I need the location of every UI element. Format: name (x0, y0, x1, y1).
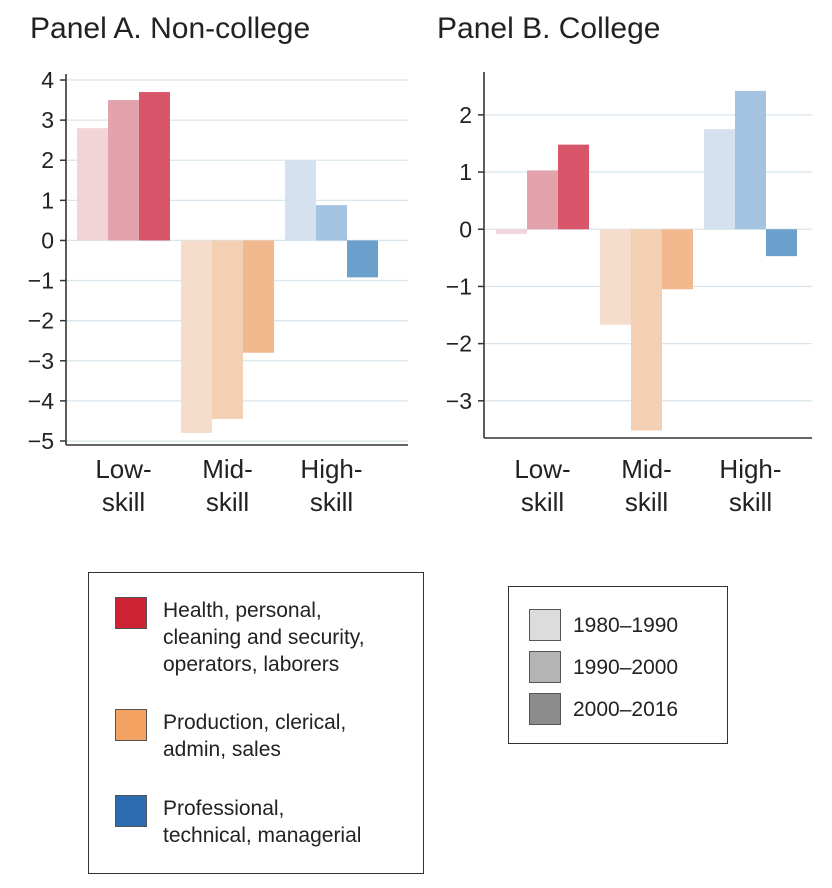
x-category-label: skill (310, 487, 353, 517)
legend-swatch-mid-gray (529, 651, 561, 683)
bar-low-skill-3 (558, 144, 589, 230)
legend-label-mid-skill: Production, clerical, admin, sales (163, 711, 347, 761)
legend-swatch-red (115, 597, 147, 629)
bar-low-skill-1 (77, 128, 108, 241)
legend-label-period-1: 1980–1990 (573, 613, 679, 637)
legend-label-period-3: 2000–2016 (573, 697, 679, 721)
bar-high-skill-1 (285, 160, 316, 241)
legend-entry-period-1: 1980–1990 (529, 609, 678, 641)
bar-high-skill-2 (735, 90, 766, 230)
bar-high-skill-3 (347, 240, 378, 278)
legend-swatch-orange (115, 709, 147, 741)
x-category-label: Low- (95, 454, 151, 484)
y-tick-label: −1 (446, 273, 472, 299)
y-tick-label: −3 (28, 348, 54, 374)
chart-panel-b: Panel B. College210−1−2−3Low-skillMid-sk… (437, 12, 812, 517)
y-tick-label: 1 (459, 159, 472, 185)
legend-swatch-blue (115, 795, 147, 827)
y-tick-label: 1 (41, 187, 54, 213)
y-tick-label: −3 (446, 388, 472, 414)
legend-swatch-dark-gray (529, 693, 561, 725)
y-tick-label: 4 (41, 67, 54, 93)
legend-entry-low-skill: Health, personal, cleaning and security,… (115, 597, 365, 678)
y-tick-label: 3 (41, 107, 54, 133)
panel-title: Panel B. College (437, 12, 660, 45)
bar-low-skill-2 (527, 170, 558, 230)
legend-entry-mid-skill: Production, clerical, admin, sales (115, 709, 346, 763)
chart-panel-a: Panel A. Non-college 4 3 2 1 0 −1 −2 −3 −4 −5 Low-s… (28, 12, 408, 517)
y-tick-label: 2 (41, 147, 54, 173)
y-tick-label: 2 (459, 102, 472, 128)
y-tick-label: −5 (28, 428, 54, 454)
bar-high-skill-1 (704, 129, 735, 230)
legend-label-low-skill: Health, personal, cleaning and security,… (163, 599, 365, 676)
y-tick-label: 0 (41, 227, 54, 253)
bar-high-skill-2 (316, 205, 347, 241)
legend-entry-period-2: 1990–2000 (529, 651, 678, 683)
legend-label-period-2: 1990–2000 (573, 655, 679, 679)
legend-entry-period-3: 2000–2016 (529, 693, 678, 725)
y-tick-label: −2 (28, 308, 54, 334)
bar-mid-skill-3 (243, 240, 274, 353)
y-tick-label: −4 (28, 388, 54, 414)
bar-mid-skill-2 (212, 240, 243, 419)
x-category-label: Mid- (621, 454, 672, 484)
x-category-label: skill (206, 487, 249, 517)
bar-low-skill-2 (108, 100, 139, 241)
bar-mid-skill-2 (631, 229, 662, 431)
x-category-label: High- (300, 454, 362, 484)
x-category-label: skill (521, 487, 564, 517)
bar-mid-skill-3 (662, 229, 693, 290)
legend-time-periods: 1980–1990 1990–2000 2000–2016 (508, 586, 728, 744)
y-tick-label: 0 (459, 216, 472, 242)
y-tick-label: −2 (446, 331, 472, 357)
bar-low-skill-1 (496, 229, 527, 234)
x-category-label: skill (102, 487, 145, 517)
x-category-label: Low- (514, 454, 570, 484)
bar-high-skill-3 (766, 229, 797, 257)
x-category-label: skill (729, 487, 772, 517)
panel-title: Panel A. Non-college (30, 12, 310, 45)
bar-mid-skill-1 (600, 229, 631, 325)
bar-mid-skill-1 (181, 240, 212, 433)
legend-occupation-groups: Health, personal, cleaning and security,… (88, 572, 424, 874)
x-category-label: Mid- (202, 454, 253, 484)
legend-swatch-light-gray (529, 609, 561, 641)
x-category-label: skill (625, 487, 668, 517)
y-tick-label: −1 (28, 268, 54, 294)
bar-low-skill-3 (139, 92, 170, 241)
x-category-label: High- (719, 454, 781, 484)
legend-entry-high-skill: Professional, technical, managerial (115, 795, 361, 849)
legend-label-high-skill: Professional, technical, managerial (163, 797, 362, 847)
